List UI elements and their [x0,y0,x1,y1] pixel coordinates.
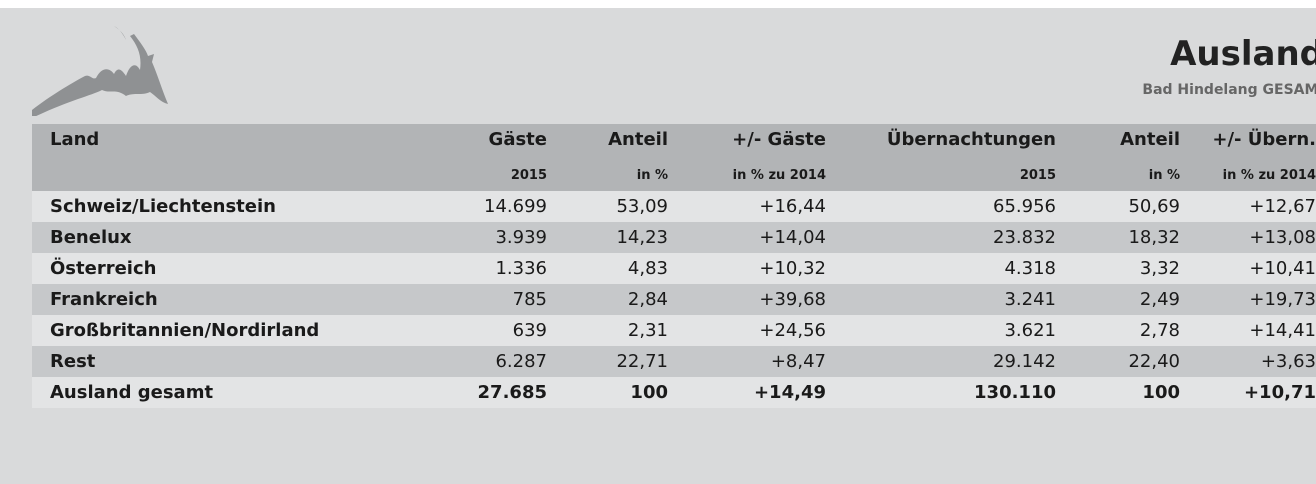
header-row: Land Gäste Anteil +/- Gäste Übernachtungen An… [32,124,1316,160]
column-subheader: in % [1148,168,1180,183]
table-cell: 3.939 [495,227,547,248]
table-cell: 2,78 [1139,320,1180,341]
table-cell: 14.699 [484,196,547,217]
table-cell: 2,49 [1139,289,1180,310]
column-subheader: 2015 [1019,168,1056,183]
table-cell: +19,73 [1249,289,1316,310]
column-header: Anteil [608,129,668,150]
table-row: Österreich 1.336 4,83 +10,32 4.318 3,32 +10,41 [32,253,1316,284]
row-label: Benelux [50,227,132,248]
table-cell: 53,09 [616,196,668,217]
table-cell: 27.685 [477,382,547,403]
table-cell: 3.621 [1004,320,1056,341]
row-label: Österreich [50,258,157,279]
header-subrow: 2015 in % in % zu 2014 2015 in % in % zu 2014 [32,160,1316,191]
table-cell: +24,56 [759,320,826,341]
table-cell: +13,08 [1249,227,1316,248]
table-cell: +16,44 [759,196,826,217]
logo [32,26,168,116]
logo-shape [32,34,168,116]
table-row: Großbritannien/Nordirland 639 2,31 +24,56 3.… [32,315,1316,346]
column-header: +/- Gäste [732,129,826,150]
table-row: Benelux 3.939 14,23 +14,04 23.832 18,32 +13,08 [32,222,1316,253]
row-label: Großbritannien/Nordirland [50,320,320,341]
table-row: Frankreich 785 2,84 +39,68 3.241 2,49 +19,73 [32,284,1316,315]
table-cell: +14,41 [1249,320,1316,341]
table-cell: +14,04 [759,227,826,248]
table-cell: 4,83 [627,258,668,279]
row-label: Schweiz/Liechtenstein [50,196,276,217]
table-row: Rest 6.287 22,71 +8,47 29.142 22,40 +3,63 [32,346,1316,377]
table-row: Ausland gesamt 27.685 100 +14,49 130.110 100 +… [32,377,1316,408]
column-subheader: in % zu 2014 [1222,168,1316,183]
table-cell: 23.832 [993,227,1056,248]
table-cell: 100 [630,382,668,403]
row-label: Frankreich [50,289,158,310]
table-cell: 65.956 [993,196,1056,217]
column-subheader: in % [636,168,668,183]
table-cell: +12,67 [1249,196,1316,217]
table-cell: +8,47 [770,351,826,372]
table-cell: 29.142 [993,351,1056,372]
table-cell: 4.318 [1004,258,1056,279]
column-header: Anteil [1120,129,1180,150]
column-header: Gäste [488,129,547,150]
table-cell: +14,49 [753,382,826,403]
table-cell: 2,84 [627,289,668,310]
table-cell: 100 [1142,382,1180,403]
table-cell: 18,32 [1128,227,1180,248]
table-cell: 22,40 [1128,351,1180,372]
table-cell: 22,71 [616,351,668,372]
column-header: Land [50,129,100,150]
table-row: Schweiz/Liechtenstein 14.699 53,09 +16,44 65… [32,191,1316,222]
table-cell: 130.110 [974,382,1056,403]
title: Ausland [1170,34,1316,74]
row-label: Ausland gesamt [50,382,214,403]
table-cell: +10,41 [1249,258,1316,279]
table-cell: 2,31 [627,320,668,341]
table-cell: 785 [512,289,547,310]
column-subheader: 2015 [510,168,547,183]
table-cell: +10,71 [1243,382,1316,403]
table-cell: 3,32 [1139,258,1180,279]
table-cell: 14,23 [616,227,668,248]
table-cell: +3,63 [1260,351,1316,372]
table-cell: 6.287 [495,351,547,372]
column-subheader: in % zu 2014 [732,168,826,183]
table-cell: 639 [512,320,547,341]
table-cell: 1.336 [495,258,547,279]
table-cell: 3.241 [1004,289,1056,310]
column-header: Übernachtungen [886,129,1056,150]
table-cell: +39,68 [759,289,826,310]
row-label: Rest [50,351,96,372]
table-cell: +10,32 [759,258,826,279]
logo-horn [114,26,126,40]
subtitle: Bad Hindelang GESAMT [1142,82,1316,98]
table-cell: 50,69 [1128,196,1180,217]
column-header: +/- Übern. [1212,129,1316,150]
page: Ausland Bad Hindelang GESAMT Land Gäste An… [0,8,1316,484]
